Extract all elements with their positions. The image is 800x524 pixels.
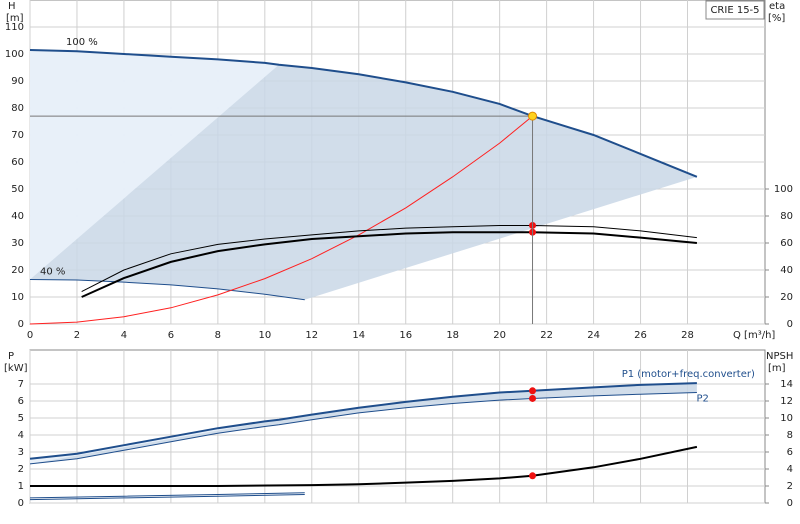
- y2-tick-label: 100: [774, 184, 793, 195]
- y-tick-label: 30: [11, 238, 24, 249]
- x-tick-label: 10: [258, 330, 271, 341]
- curve-label: P1 (motor+freq.converter): [622, 369, 755, 380]
- curve-label: 40 %: [40, 266, 65, 277]
- y-tick-label: 50: [11, 184, 24, 195]
- curve-label: P2: [696, 394, 708, 405]
- x-tick-label: 4: [121, 330, 127, 341]
- curve: [81, 231, 697, 298]
- operating-marker: [529, 387, 537, 395]
- x-tick-label: 24: [587, 330, 600, 341]
- y-tick-label: 7: [18, 379, 24, 390]
- y-tick-label: 40: [11, 211, 24, 222]
- operating-area: [30, 383, 697, 464]
- y-tick-label: 100: [5, 49, 24, 60]
- x-tick-label: 26: [634, 330, 647, 341]
- y-axis-label: P: [8, 351, 14, 362]
- y-axis-unit: [kW]: [4, 363, 28, 374]
- y-tick-label: 6: [18, 396, 24, 407]
- y2-tick-label: 12: [780, 396, 793, 407]
- curve: [30, 445, 698, 487]
- operating-marker: [529, 394, 537, 402]
- x-axis-label: Q [m³/h]: [733, 330, 775, 341]
- y2-tick-label: 6: [787, 447, 793, 458]
- y-tick-label: 60: [11, 157, 24, 168]
- duty-point: [528, 111, 538, 121]
- y2-tick-label: 4: [787, 464, 793, 475]
- y-axis-unit: [m]: [6, 13, 24, 24]
- y-tick-label: 1: [18, 481, 24, 492]
- x-tick-label: 8: [215, 330, 221, 341]
- y-tick-label: 3: [18, 447, 24, 458]
- curve: [29, 48, 698, 178]
- x-tick-label: 0: [27, 330, 33, 341]
- y2-tick-label: 14: [780, 379, 793, 390]
- curve-label: 100 %: [66, 37, 98, 48]
- chart-title: CRIE 15-5: [710, 5, 759, 16]
- y-tick-label: 20: [11, 265, 24, 276]
- x-tick-label: 2: [74, 330, 80, 341]
- y2-tick-label: 8: [787, 430, 793, 441]
- low-speed-area: [30, 49, 279, 280]
- y2-tick-label: 60: [780, 238, 793, 249]
- y-tick-label: 0: [18, 498, 24, 509]
- y2-tick-label: 10: [780, 413, 793, 424]
- x-tick-label: 14: [352, 330, 365, 341]
- y2-tick-label: 0: [787, 498, 793, 509]
- curve: [81, 224, 697, 293]
- x-tick-label: 6: [168, 330, 174, 341]
- curve: [29, 382, 697, 460]
- layer: 100 % 40 % P1 (motor+freq.converter) P2: [29, 37, 755, 501]
- operating-marker: [529, 472, 537, 480]
- low-speed-area: [30, 419, 279, 464]
- curve: [29, 494, 305, 501]
- x-tick-label: 18: [446, 330, 459, 341]
- x-tick-label: 28: [681, 330, 694, 341]
- y2-tick-label: 2: [787, 481, 793, 492]
- y2-tick-label: 80: [780, 211, 793, 222]
- y2-axis-unit: [%]: [768, 13, 785, 24]
- layer: [29, 0, 765, 504]
- x-tick-label: 22: [540, 330, 553, 341]
- y-tick-label: 0: [18, 319, 24, 330]
- x-tick-label: 12: [305, 330, 318, 341]
- y2-tick-label: 0: [787, 319, 793, 330]
- y2-axis-unit: [m]: [768, 363, 786, 374]
- y-tick-label: 10: [11, 292, 24, 303]
- y-tick-label: 2: [18, 464, 24, 475]
- y-tick-label: 90: [11, 76, 24, 87]
- y2-tick-label: 20: [780, 292, 793, 303]
- x-tick-label: 20: [493, 330, 506, 341]
- y-tick-label: 5: [18, 413, 24, 424]
- title-box: [705, 0, 765, 20]
- curve: [29, 492, 305, 499]
- y-tick-label: 70: [11, 130, 24, 141]
- curve: [29, 278, 305, 301]
- y2-axis-label: NPSH: [766, 351, 793, 362]
- y-tick-label: 4: [18, 430, 24, 441]
- y-tick-label: 80: [11, 103, 24, 114]
- y2-tick-label: 40: [780, 265, 793, 276]
- curve: [29, 392, 697, 465]
- curve: [29, 115, 533, 325]
- x-tick-label: 16: [399, 330, 412, 341]
- y-axis-label: H: [8, 1, 16, 12]
- y2-axis-label: eta: [769, 1, 785, 12]
- y-tick-label: 110: [5, 22, 24, 33]
